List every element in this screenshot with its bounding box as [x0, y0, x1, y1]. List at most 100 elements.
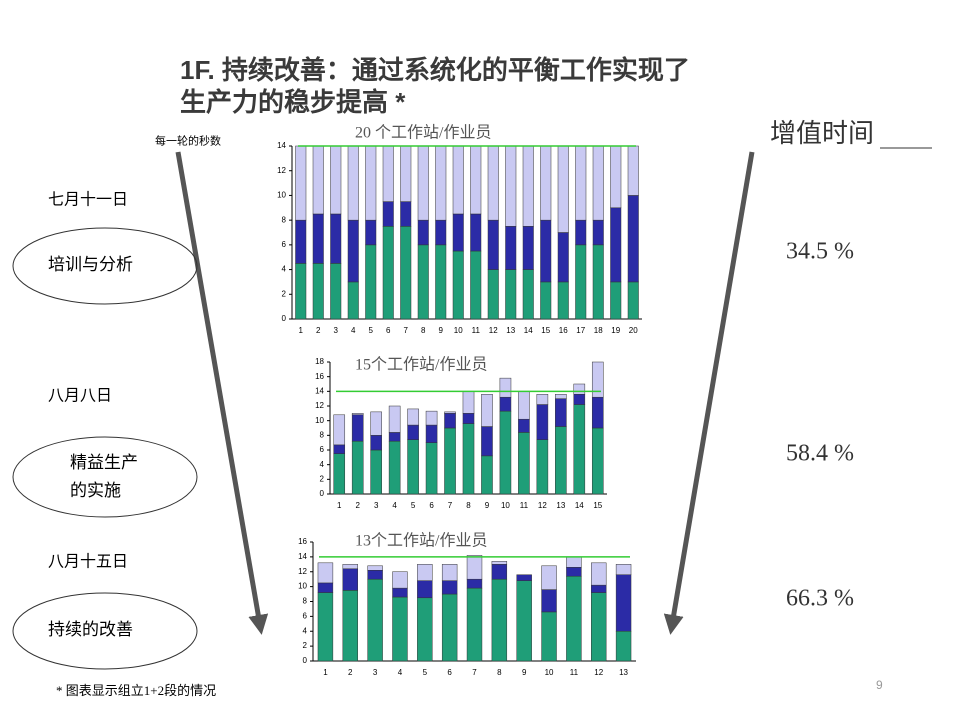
bar-segment	[435, 244, 447, 320]
x-tick-label: 6	[429, 501, 434, 510]
x-tick-label: 1	[323, 668, 328, 677]
bar-segment	[295, 145, 307, 221]
bar-segment	[610, 145, 622, 209]
x-tick-label: 13	[506, 326, 515, 335]
bar-segment	[491, 578, 508, 662]
bar-segment	[516, 580, 532, 662]
x-tick-label: 4	[392, 501, 397, 510]
bar-segment	[370, 411, 382, 436]
bar-segment	[627, 145, 639, 196]
bar-segment	[417, 580, 433, 599]
bar-segment	[540, 281, 552, 320]
x-tick-label: 13	[556, 501, 565, 510]
x-tick-label: 10	[545, 668, 554, 677]
x-tick-label: 5	[369, 326, 374, 335]
bar-segment	[557, 232, 569, 283]
chart-title: 20 个工作站/作业员	[355, 124, 491, 142]
bar-segment	[425, 424, 438, 443]
bar-segment	[407, 408, 419, 426]
bar-segment	[466, 578, 483, 589]
bar-segment	[615, 564, 632, 575]
bar-segment	[312, 145, 324, 215]
bar-segment	[536, 404, 549, 440]
y-tick-label: 6	[282, 240, 287, 249]
stage-label: 的实施	[70, 481, 121, 500]
bar-segment	[333, 444, 346, 454]
bar-segment	[444, 411, 456, 414]
bar-segment	[575, 145, 587, 221]
x-tick-label: 10	[501, 501, 510, 510]
y-tick-label: 0	[282, 314, 287, 323]
bar-segment	[425, 410, 438, 426]
bar-segment	[382, 201, 394, 227]
x-tick-label: 7	[448, 501, 453, 510]
x-tick-label: 15	[593, 501, 602, 510]
bar-segment	[388, 440, 401, 495]
x-tick-label: 5	[423, 668, 428, 677]
x-tick-label: 20	[629, 326, 638, 335]
bar-segment	[466, 555, 483, 580]
stage-ellipse	[12, 436, 198, 518]
bar-segment	[499, 377, 512, 398]
bar-segment	[555, 394, 567, 399]
y-tick-label: 16	[298, 537, 307, 546]
footnote: * 图表显示组立1+2段的情况	[56, 683, 216, 698]
bar-segment	[591, 427, 604, 495]
bar-segment	[573, 383, 586, 395]
bar-segment	[441, 564, 458, 581]
x-tick-label: 4	[398, 668, 403, 677]
bar-segment	[540, 219, 552, 283]
bar-segment	[295, 263, 307, 320]
stage-date: 八月八日	[48, 388, 112, 405]
bar-segment	[573, 404, 586, 495]
bar-segment	[425, 442, 438, 495]
y-tick-label: 14	[315, 386, 324, 395]
x-tick-label: 11	[520, 501, 529, 510]
bar-segment	[591, 584, 607, 593]
percent: 66.3 %	[786, 586, 854, 612]
x-tick-label: 9	[485, 501, 490, 510]
bar-segment	[505, 226, 517, 270]
bar-segment	[575, 244, 587, 320]
x-tick-label: 7	[472, 668, 477, 677]
bar-segment	[615, 631, 632, 662]
bar-segment	[557, 145, 569, 233]
y-axis-note: 每一轮的秒数	[155, 134, 221, 148]
x-tick-label: 17	[576, 326, 585, 335]
bar-segment	[566, 567, 582, 577]
bar-segment	[367, 570, 383, 580]
bar-segment	[541, 589, 557, 613]
bar-segment	[342, 590, 358, 662]
x-tick-label: 9	[439, 326, 444, 335]
bar-segment	[452, 250, 464, 320]
y-tick-label: 2	[303, 641, 308, 650]
y-tick-label: 0	[303, 656, 308, 665]
percent: 34.5 %	[786, 239, 854, 265]
bar-segment	[417, 597, 433, 662]
bar-segment	[487, 269, 499, 320]
stage-ellipse	[12, 227, 198, 305]
bar-segment	[392, 571, 408, 589]
y-tick-label: 2	[320, 474, 325, 483]
x-tick-label: 1	[299, 326, 304, 335]
bar-segment	[392, 587, 408, 598]
bar-segment	[400, 145, 412, 202]
bar-segment	[317, 582, 334, 593]
x-tick-label: 12	[538, 501, 547, 510]
y-tick-label: 16	[315, 372, 324, 381]
bar-segment	[522, 145, 534, 227]
bar-segment	[388, 405, 401, 433]
bar-segment	[367, 578, 383, 662]
x-tick-label: 2	[348, 668, 353, 677]
bar-segment	[347, 145, 359, 221]
bar-segment	[462, 391, 475, 414]
y-tick-label: 4	[320, 460, 325, 469]
y-tick-label: 12	[298, 567, 307, 576]
bar-segment	[462, 413, 475, 424]
bar-segment	[435, 145, 447, 221]
arrow	[175, 151, 269, 635]
stage-ellipse	[12, 592, 198, 670]
bar-segment	[417, 564, 433, 581]
x-tick-label: 19	[611, 326, 620, 335]
x-tick-label: 11	[570, 668, 579, 677]
